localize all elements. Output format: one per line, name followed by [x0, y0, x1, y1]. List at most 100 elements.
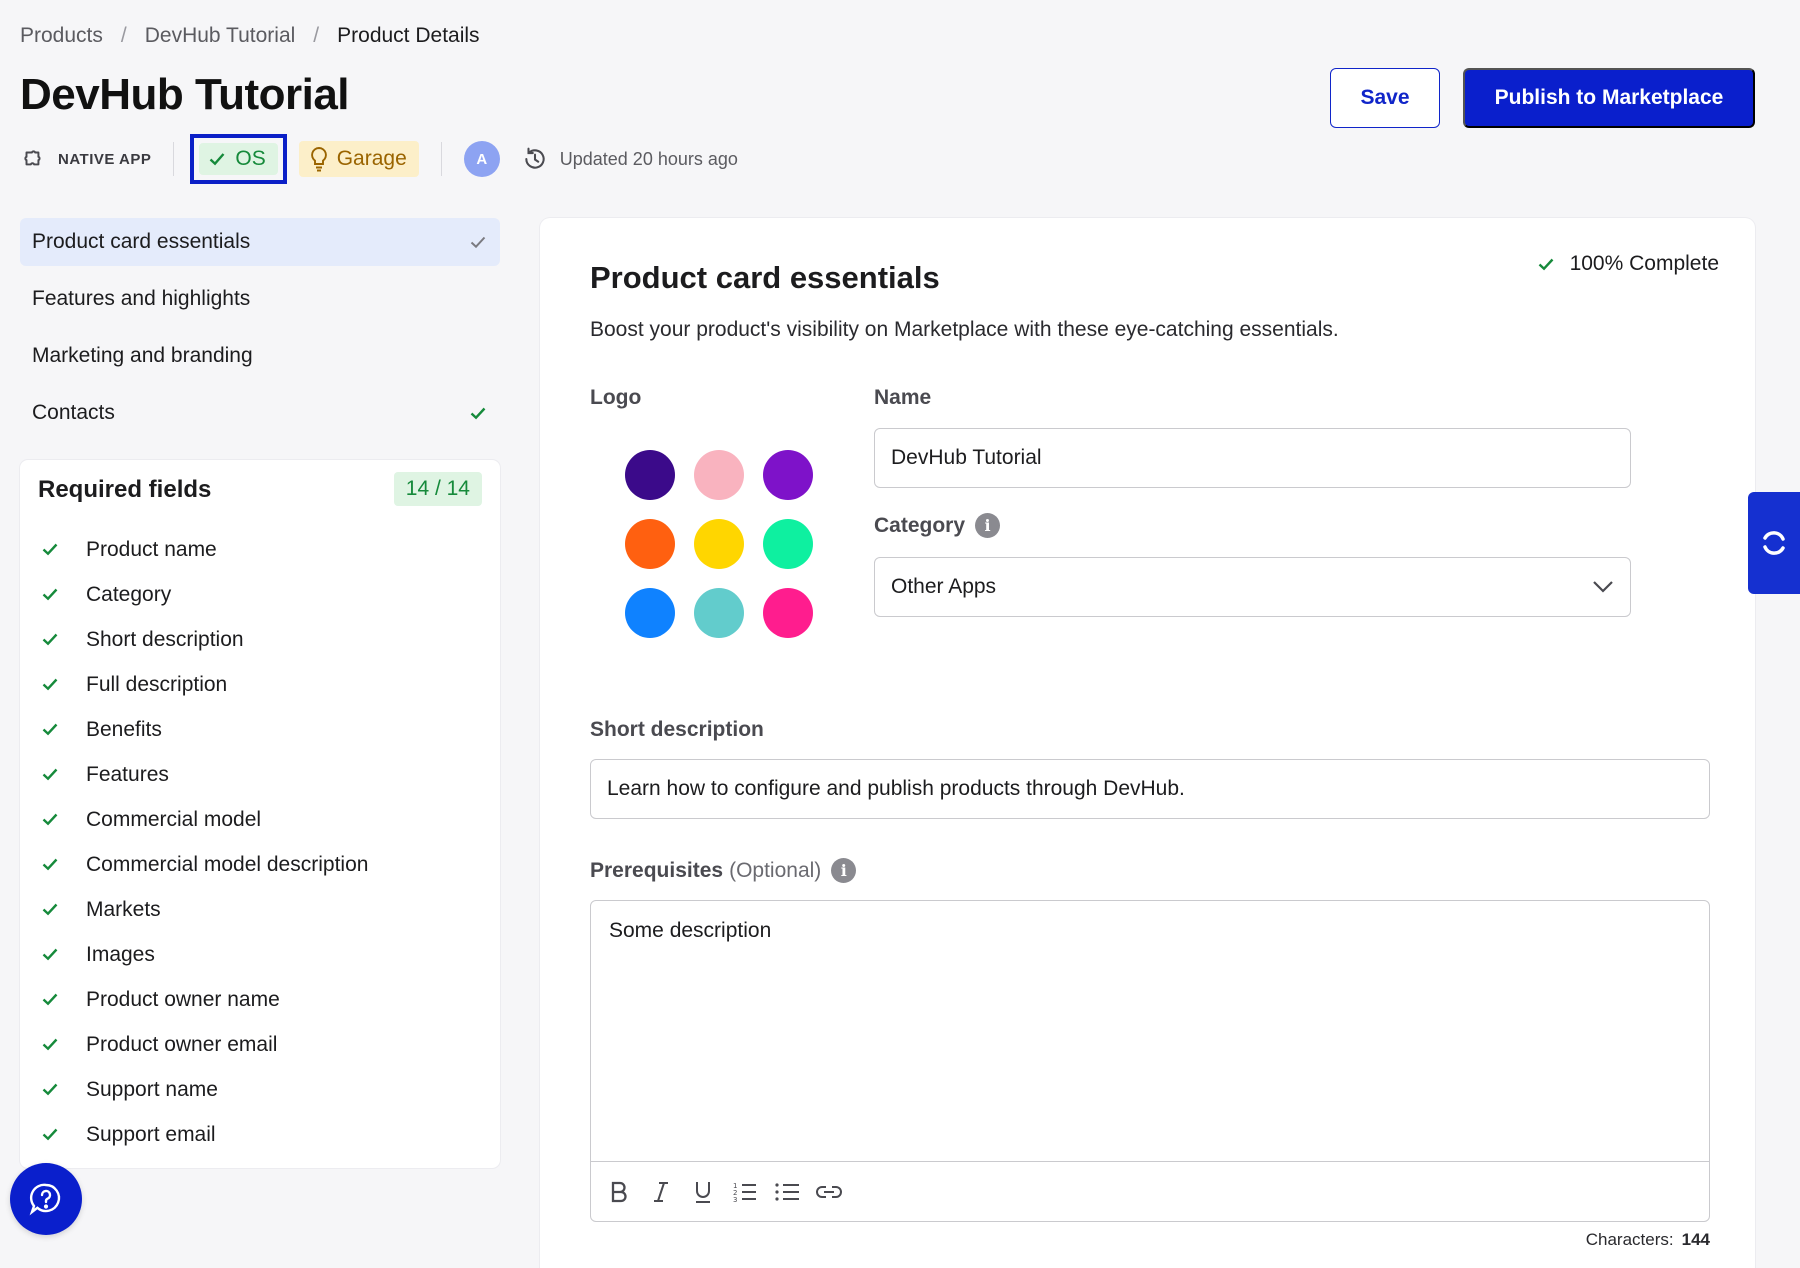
os-badge-highlight: OS [190, 134, 287, 184]
required-field-label: Features [86, 762, 169, 786]
required-field-item: Full description [42, 662, 368, 707]
svg-text:2: 2 [733, 1189, 737, 1197]
nav-item-features-and-highlights[interactable]: Features and highlights [20, 275, 500, 323]
required-field-label: Full description [86, 672, 228, 696]
check-icon [42, 993, 68, 1006]
required-field-item: Category [42, 572, 368, 617]
name-label-text: Name [874, 386, 932, 409]
publish-button[interactable]: Publish to Marketplace [1463, 68, 1755, 128]
logo-color-swatch[interactable] [763, 519, 813, 569]
completion-text: 100% Complete [1569, 252, 1719, 275]
bold-icon[interactable] [605, 1178, 633, 1206]
nav-item-label: Marketing and branding [32, 344, 253, 367]
avatar[interactable]: A [463, 141, 500, 177]
required-field-label: Commercial model [86, 807, 262, 831]
garage-badge[interactable]: Garage [298, 141, 419, 177]
puzzle-icon [24, 150, 41, 166]
nav-item-label: Features and highlights [32, 287, 251, 310]
logo-color-swatch[interactable] [763, 588, 813, 638]
refresh-icon [1763, 531, 1785, 555]
name-input[interactable]: DevHub Tutorial [874, 428, 1631, 488]
underline-icon[interactable] [689, 1178, 717, 1206]
history-icon [525, 147, 545, 169]
side-panel-tab[interactable] [1748, 492, 1800, 594]
os-badge-label: OS [235, 147, 266, 170]
check-icon [42, 588, 68, 601]
chevron-down-icon [1593, 581, 1613, 593]
product-type: NATIVE APP [20, 146, 151, 172]
breadcrumb-separator: / [120, 24, 127, 47]
required-fields-card: Required fields 14 / 14 Product name Cate… [20, 460, 500, 1168]
required-field-item: Markets [42, 887, 368, 932]
nav-item-marketing-and-branding[interactable]: Marketing and branding [20, 332, 500, 380]
logo-color-swatch[interactable] [625, 450, 675, 500]
divider [173, 142, 175, 176]
page-title: DevHub Tutorial [20, 70, 350, 119]
logo-color-swatch[interactable] [694, 450, 744, 500]
help-icon [29, 1183, 61, 1216]
required-field-label: Benefits [86, 717, 162, 741]
required-fields-list: Product name Category Short description Ful… [42, 527, 368, 1157]
os-badge[interactable]: OS [199, 143, 278, 175]
check-icon [42, 948, 68, 961]
category-label-text: Category [874, 513, 966, 537]
category-select[interactable]: Other Apps [874, 557, 1631, 617]
svg-text:3: 3 [733, 1196, 737, 1204]
nav-item-product-card-essentials[interactable]: Product card essentials [20, 218, 500, 266]
check-icon [1538, 258, 1553, 270]
link-icon[interactable] [815, 1178, 843, 1206]
required-field-item: Short description [42, 617, 368, 662]
required-field-item: Product owner email [42, 1022, 368, 1067]
bullet-list-icon[interactable] [773, 1178, 801, 1206]
required-fields-title: Required fields [38, 476, 212, 503]
check-icon [42, 1083, 68, 1096]
garage-badge-label: Garage [336, 147, 407, 170]
logo-color-swatch[interactable] [763, 450, 813, 500]
save-button[interactable]: Save [1330, 68, 1440, 128]
italic-icon[interactable] [647, 1178, 675, 1206]
logo-label-text: Logo [590, 386, 642, 409]
category-label: Category i [874, 513, 1001, 538]
prerequisites-label: Prerequisites (Optional) i [590, 858, 857, 883]
required-fields-count: 14 / 14 [393, 472, 482, 506]
name-input-value: DevHub Tutorial [891, 446, 1042, 469]
logo-color-swatch[interactable] [625, 519, 675, 569]
required-field-item: Product name [42, 527, 368, 572]
required-field-label: Product name [86, 537, 217, 561]
breadcrumb-devhub-tutorial[interactable]: DevHub Tutorial [144, 24, 296, 47]
help-button[interactable] [10, 1163, 82, 1235]
breadcrumb-products[interactable]: Products [20, 24, 103, 47]
logo-color-swatch[interactable] [694, 519, 744, 569]
character-count-label: Characters: [1585, 1230, 1674, 1249]
required-field-label: Product owner name [86, 987, 280, 1011]
required-field-label: Images [86, 942, 155, 966]
required-field-label: Product owner email [86, 1032, 278, 1056]
prerequisites-text[interactable]: Some description [609, 919, 772, 942]
short-description-input[interactable]: Learn how to configure and publish produ… [590, 759, 1710, 819]
logo-color-swatch[interactable] [694, 588, 744, 638]
check-icon [42, 633, 68, 646]
section-description: Boost your product's visibility on Marke… [590, 318, 1339, 341]
info-icon[interactable]: i [975, 513, 1001, 538]
check-icon [42, 543, 68, 556]
info-icon[interactable]: i [831, 858, 857, 883]
check-icon [42, 768, 68, 781]
check-icon [42, 1128, 68, 1141]
check-icon [42, 723, 68, 736]
check-icon [42, 858, 68, 871]
completion-status: 100% Complete [1538, 252, 1719, 276]
section-title: Product card essentials [590, 260, 940, 295]
logo-color-swatch[interactable] [625, 588, 675, 638]
character-count-value: 144 [1681, 1230, 1710, 1249]
check-icon [470, 236, 486, 248]
required-field-label: Support name [86, 1077, 218, 1101]
logo-label: Logo [590, 386, 641, 410]
required-field-label: Support email [86, 1122, 216, 1146]
optional-tag: (Optional) [729, 858, 822, 882]
nav-item-contacts[interactable]: Contacts [20, 389, 500, 437]
short-description-value: Learn how to configure and publish produ… [607, 777, 1185, 800]
category-select-value: Other Apps [891, 575, 997, 598]
required-field-item: Benefits [42, 707, 368, 752]
